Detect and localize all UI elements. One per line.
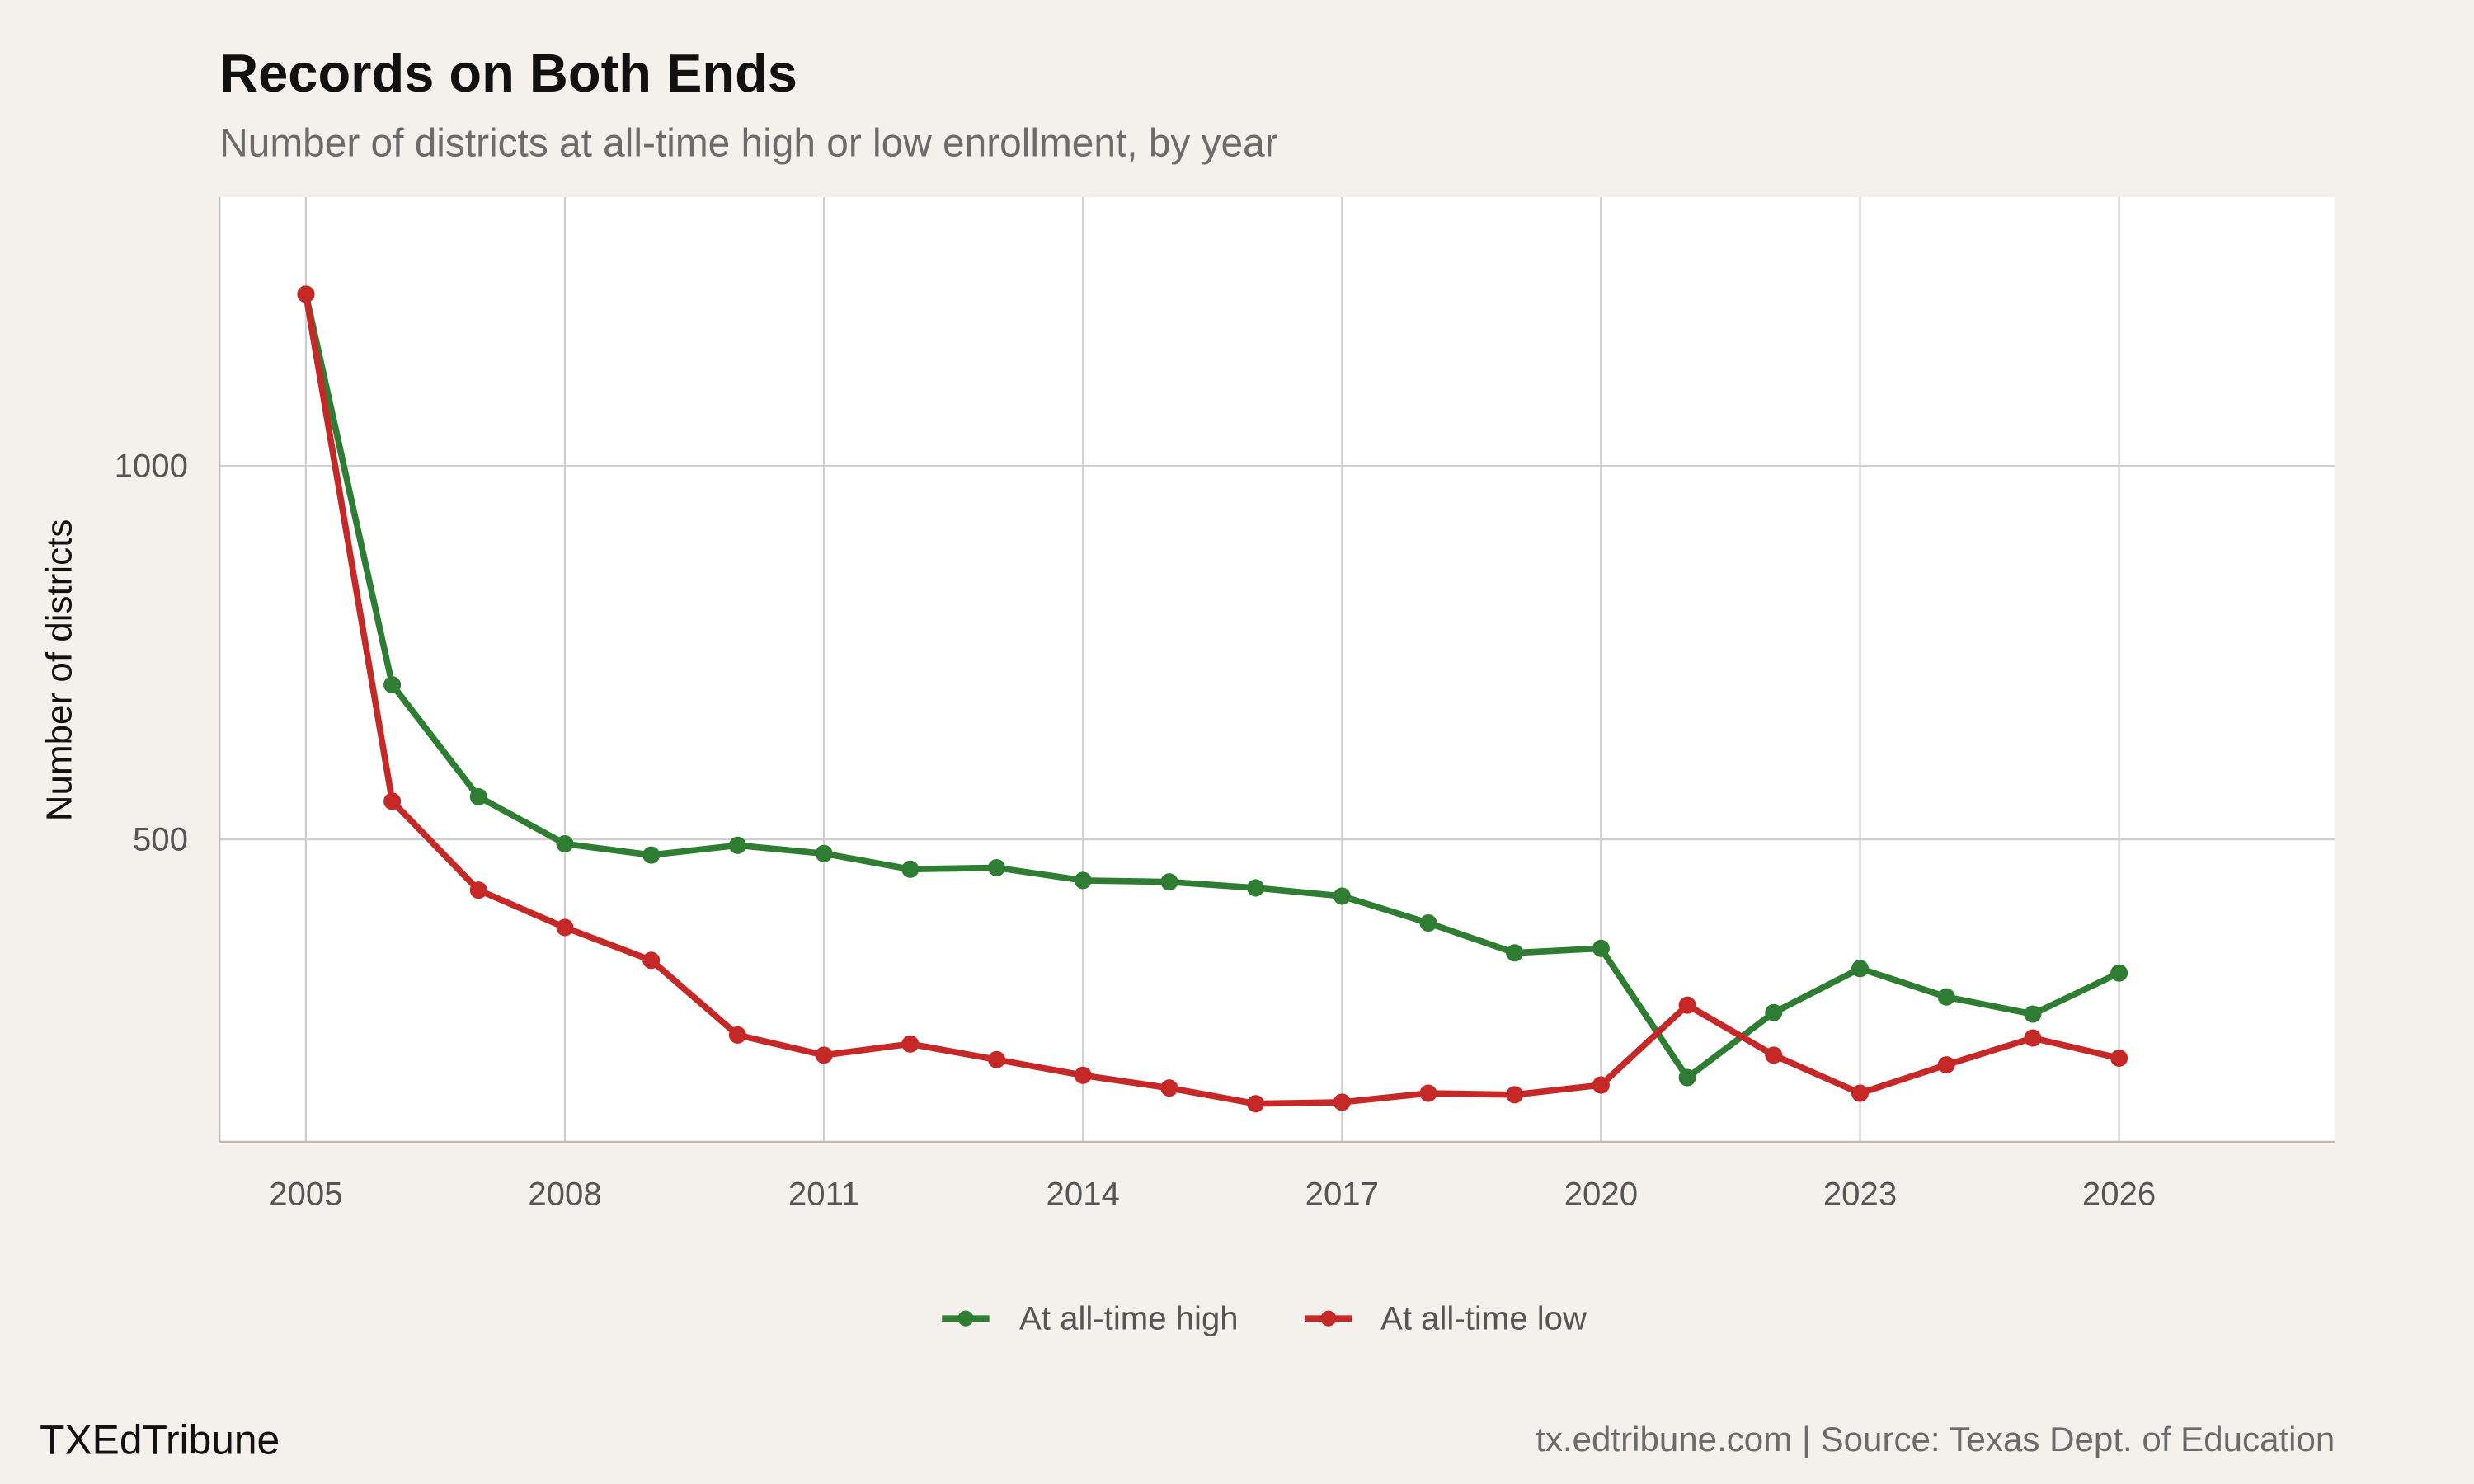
data-point [728,836,746,854]
data-point [1074,871,1092,890]
x-tick-label: 2023 [1823,1175,1897,1212]
x-tick-label: 2011 [788,1175,859,1212]
x-tick-labels: 2005 2008 2011 2014 2017 2020 2023 2026 [269,1175,2156,1212]
data-point [728,1026,746,1044]
series-line [303,294,2121,1081]
x-tick-label: 2026 [2082,1175,2156,1212]
data-point [1851,960,1870,978]
data-point [1592,939,1610,957]
data-point [469,881,487,899]
data-point [815,844,833,862]
data-point [1333,1093,1351,1111]
legend-label-high: At all-time high [1019,1300,1239,1337]
x-tick-label: 2005 [269,1175,342,1212]
y-tick-labels: 500 1000 [115,448,188,858]
data-point [1419,1084,1437,1102]
data-point [1592,1076,1610,1094]
data-point [297,285,315,303]
legend-marker-low [1320,1310,1337,1327]
data-point [2024,1005,2042,1023]
x-tick-label: 2017 [1305,1175,1379,1212]
data-point [815,1046,833,1064]
plot-area [219,197,2335,1142]
data-point [556,834,574,853]
legend-item-low: At all-time low [1305,1300,1587,1337]
data-point [469,787,487,805]
x-tick-label: 2020 [1564,1175,1638,1212]
x-tick-label: 2008 [528,1175,601,1212]
data-point [1851,1084,1870,1102]
data-point [383,676,402,694]
data-point [1937,1056,1955,1074]
legend-item-high: At all-time high [942,1300,1239,1337]
gridlines [219,197,2335,1142]
y-tick-label: 500 [133,820,188,857]
data-point [1074,1066,1092,1084]
data-point [987,1050,1006,1068]
data-point [383,792,402,810]
data-point [901,860,920,878]
legend-label-low: At all-time low [1380,1300,1587,1337]
data-point [1247,1095,1265,1113]
data-point [1678,1068,1696,1087]
data-point [1160,873,1178,891]
data-point [901,1035,920,1053]
legend-marker-high [957,1310,974,1327]
chart-subtitle: Number of districts at all-time high or … [219,121,1278,165]
data-point [642,846,661,864]
data-point [1937,988,1955,1006]
data-point [1765,1046,1783,1064]
data-point [1678,996,1696,1014]
data-point [1160,1079,1178,1097]
data-point [556,918,574,937]
y-tick-label: 1000 [115,448,188,485]
data-point [987,858,1006,877]
y-axis-label: Number of districts [39,519,79,822]
legend: At all-time high At all-time low [942,1300,1587,1337]
data-point [1765,1003,1783,1021]
data-point [2024,1029,2042,1047]
x-tick-label: 2014 [1047,1175,1120,1212]
data-point [642,951,661,970]
data-point [1333,887,1351,905]
chart-title: Records on Both Ends [219,43,797,103]
data-point [2110,1049,2128,1067]
series-1 [297,285,2128,1113]
data-point [1419,913,1437,932]
source-caption: tx.edtribune.com | Source: Texas Dept. o… [1536,1420,2335,1458]
series-line [303,294,2120,1107]
data-point [1247,879,1265,897]
data-point [1506,944,1524,962]
brand-logo-text: TXEdTribune [40,1417,280,1463]
data-point [1506,1086,1524,1104]
data-point [2110,964,2128,982]
series-group [297,285,2128,1113]
